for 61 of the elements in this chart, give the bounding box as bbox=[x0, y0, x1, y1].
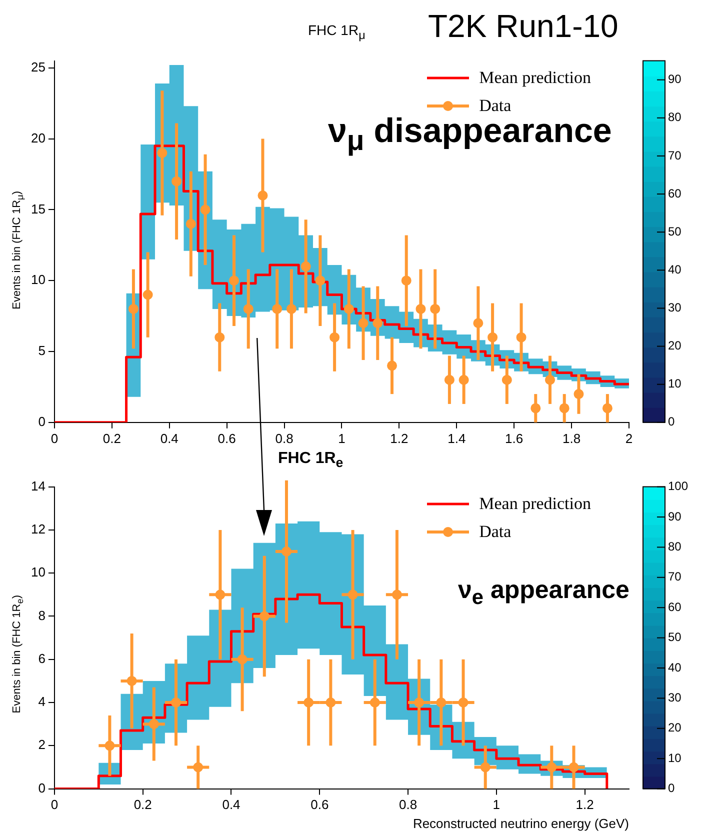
x-tick-label: 0.4 bbox=[222, 797, 240, 812]
x-tick-label: 1.4 bbox=[448, 430, 466, 446]
x-tick-label: 0.4 bbox=[160, 430, 178, 446]
x-tick-label: 0.2 bbox=[134, 797, 152, 812]
y-tick-label: 2 bbox=[38, 737, 46, 752]
x-tick-label: 0.8 bbox=[275, 430, 294, 446]
chart-title: FHC 1R$_{μ}$ bbox=[308, 22, 366, 42]
y-tick-label: 10 bbox=[30, 272, 46, 288]
chart-title: FHC 1R$_{e}$ bbox=[277, 450, 344, 472]
color-bar-label: 30 bbox=[668, 300, 682, 315]
x-tick-label: 0.6 bbox=[218, 430, 236, 446]
color-bar-label: 60 bbox=[668, 186, 682, 200]
x-tick-label: 0.8 bbox=[398, 797, 418, 812]
x-tick-label: 1.6 bbox=[505, 430, 524, 446]
x-tick-label: 1.8 bbox=[562, 430, 581, 446]
y-tick-label: 6 bbox=[38, 650, 46, 666]
color-bar-label: 80 bbox=[668, 540, 682, 554]
color-bar-label: 100 bbox=[668, 479, 688, 494]
legend-label: Mean prediction bbox=[479, 68, 591, 88]
chart-subtitle: T2K Run1-10 bbox=[428, 8, 618, 45]
x-tick-label: 1.2 bbox=[576, 797, 594, 812]
color-bar-label: 40 bbox=[668, 660, 682, 674]
color-bar-label: 90 bbox=[668, 72, 682, 86]
color-bar-label: 0 bbox=[668, 414, 675, 429]
y-tick-label: 12 bbox=[30, 522, 46, 537]
legend-label: Data bbox=[479, 522, 512, 542]
color-bar-label: 20 bbox=[668, 720, 682, 735]
color-bar-label: 10 bbox=[668, 750, 682, 765]
color-bar-label: 50 bbox=[668, 630, 682, 644]
x-tick-label: 0 bbox=[50, 797, 58, 812]
y-tick-label: 25 bbox=[30, 59, 46, 74]
color-bar-label: 90 bbox=[668, 509, 682, 524]
x-tick-label: 1 bbox=[338, 430, 346, 446]
x-tick-label: 1 bbox=[492, 797, 500, 812]
color-bar-label: 70 bbox=[668, 148, 682, 162]
annotation: ν$_{e}$ appearance bbox=[458, 576, 630, 610]
legend-label: Mean prediction bbox=[479, 494, 591, 514]
color-bar-label: 80 bbox=[668, 110, 682, 124]
x-tick-label: 1.2 bbox=[390, 430, 408, 446]
y-tick-label: 8 bbox=[38, 608, 46, 623]
x-tick-label: 0.6 bbox=[310, 797, 329, 812]
x-axis-title: Reconstructed neutrino energy (GeV) bbox=[412, 816, 629, 831]
y-tick-label: 5 bbox=[38, 343, 46, 358]
x-tick-label: 0.2 bbox=[102, 430, 121, 446]
color-bar-label: 70 bbox=[668, 570, 682, 584]
y-tick-label: 10 bbox=[30, 564, 46, 580]
color-bar-label: 50 bbox=[668, 224, 682, 238]
color-bar-label: 0 bbox=[668, 781, 675, 796]
y-tick-label: 0 bbox=[38, 414, 46, 429]
color-bar-label: 60 bbox=[668, 600, 682, 614]
y-tick-label: 20 bbox=[30, 130, 46, 146]
color-bar-label: 30 bbox=[668, 690, 682, 705]
x-tick-label: 0 bbox=[50, 430, 58, 446]
color-bar-label: 20 bbox=[668, 338, 682, 353]
x-tick-label: 2 bbox=[625, 430, 633, 446]
color-bar-label: 10 bbox=[668, 376, 682, 391]
y-tick-label: 14 bbox=[30, 478, 46, 494]
y-tick-label: 0 bbox=[38, 780, 46, 796]
color-bar-label: 40 bbox=[668, 262, 682, 276]
y-tick-label: 15 bbox=[30, 201, 46, 216]
y-tick-label: 4 bbox=[38, 694, 46, 710]
